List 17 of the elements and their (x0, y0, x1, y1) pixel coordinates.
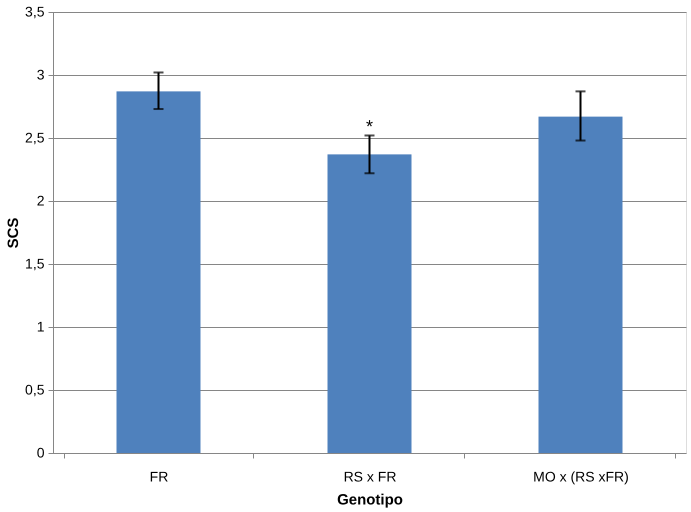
bar (328, 154, 412, 453)
x-tick-label: MO x (RS xFR) (533, 468, 629, 484)
y-tick-label: 1 (36, 318, 45, 334)
x-tick-label: RS x FR (344, 468, 396, 484)
y-axis-title: SCS (5, 218, 22, 248)
y-tick-label: 0,5 (25, 382, 45, 398)
y-tick-label: 0 (36, 444, 45, 460)
x-axis-title: Genotipo (337, 492, 403, 508)
y-tick-label: 3 (36, 66, 45, 82)
x-tick-label: FR (150, 468, 168, 484)
bar (538, 116, 622, 453)
y-tick-label: 1,5 (25, 256, 45, 272)
bar (116, 91, 200, 453)
annotation: * (366, 116, 374, 136)
y-tick-label: 2,5 (25, 130, 45, 146)
y-tick-label: 2 (36, 192, 45, 208)
y-tick-label: 3,5 (25, 4, 45, 20)
